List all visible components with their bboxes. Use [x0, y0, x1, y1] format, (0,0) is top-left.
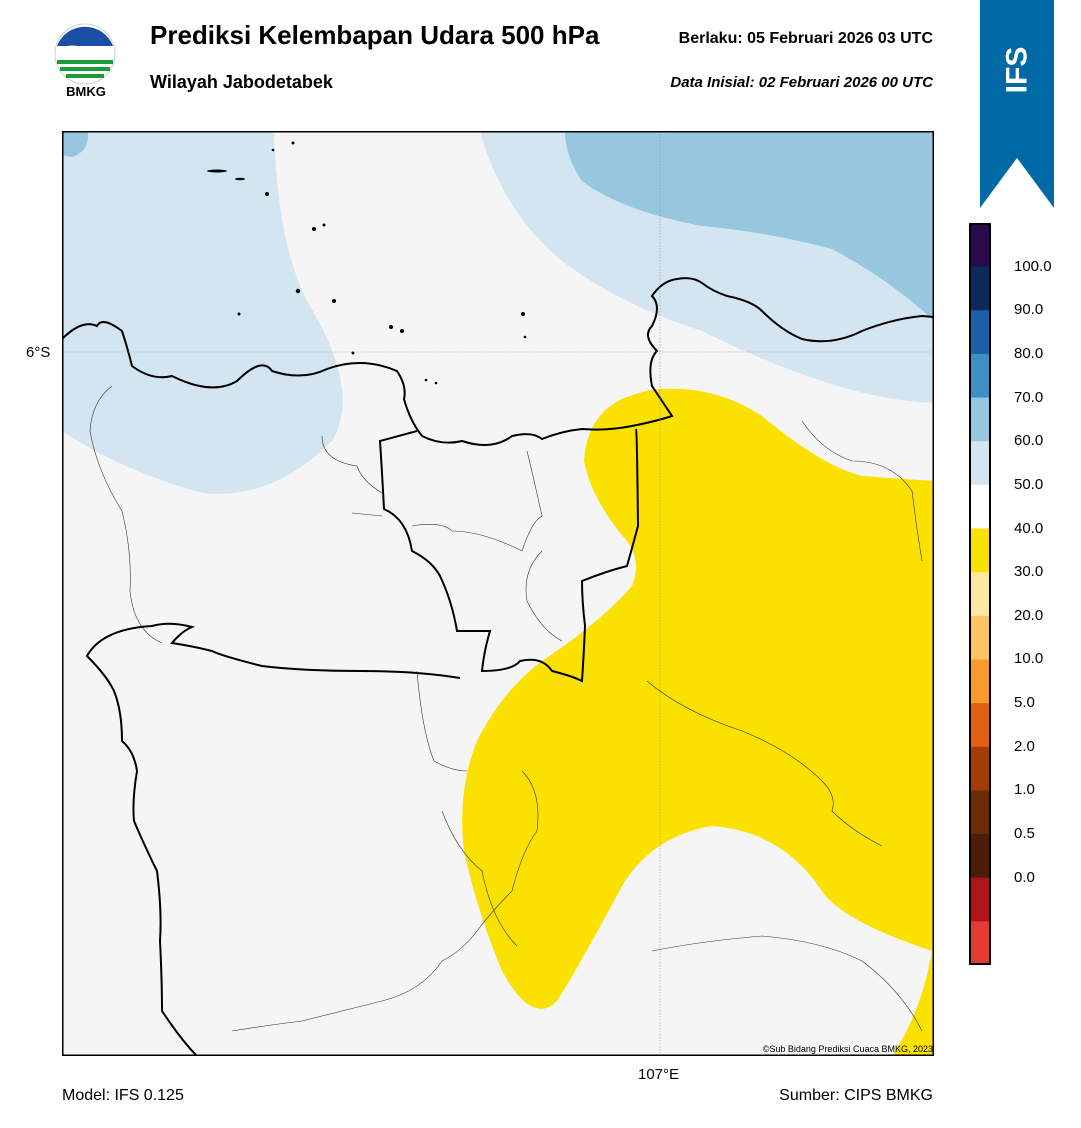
colorbar-tick-label: 2.0	[1014, 737, 1035, 755]
valid-time: Berlaku: 05 Februari 2026 03 UTC	[678, 30, 933, 47]
humidity-band-60-70-east	[565, 131, 934, 321]
colorbar-segment	[969, 746, 991, 791]
humidity-band-30-40	[462, 388, 934, 1056]
init-time: Data Inisial: 02 Februari 2026 00 UTC	[670, 74, 933, 91]
colorbar-frame	[969, 223, 991, 965]
colorbar	[969, 223, 991, 965]
colorbar-segment	[969, 703, 991, 748]
colorbar-tick-label: 90.0	[1014, 301, 1044, 319]
colorbar-tick-label: 0.0	[1014, 868, 1035, 886]
colorbar-segment	[969, 572, 991, 617]
colorbar-segment	[969, 790, 991, 835]
colorbar-tick-label: 5.0	[1014, 694, 1035, 712]
colorbar-tick-label: 1.0	[1014, 781, 1035, 799]
colorbar-tick-label: 70.0	[1014, 388, 1044, 406]
thousand-islands	[207, 141, 527, 385]
logo-text: BMKG	[66, 84, 106, 99]
latitude-label: 6°S	[26, 344, 51, 361]
colorbar-segment	[969, 528, 991, 573]
colorbar-segment	[969, 223, 991, 268]
province-border	[85, 428, 640, 1056]
model-label: Model: IFS 0.125	[62, 1087, 184, 1104]
colorbar-segment	[969, 921, 991, 965]
colorbar-segment	[969, 659, 991, 704]
colorbar-tick-label: 40.0	[1014, 519, 1044, 537]
colorbar-tick-label: 30.0	[1014, 563, 1044, 581]
colorbar-tick-label: 50.0	[1014, 475, 1044, 493]
colorbar-segment	[969, 877, 991, 922]
colorbar-tick-label: 80.0	[1014, 344, 1044, 362]
colorbar-segment	[969, 834, 991, 879]
colorbar-tick-label: 20.0	[1014, 606, 1044, 624]
colorbar-segment	[969, 397, 991, 442]
colorbar-segment	[969, 484, 991, 530]
colorbar-segment	[969, 353, 991, 399]
model-tag: IFS	[999, 46, 1033, 94]
colorbar-segment	[969, 615, 991, 660]
colorbar-segment	[969, 266, 991, 311]
colorbar-tick-label: 100.0	[1014, 257, 1052, 275]
humidity-band-60-70-corner	[62, 131, 89, 157]
coastline	[62, 277, 934, 446]
humidity-map	[62, 131, 934, 1056]
model-banner	[980, 0, 1054, 208]
colorbar-segment	[969, 441, 991, 486]
colorbar-segment	[969, 310, 991, 355]
source-label: Sumber: CIPS BMKG	[779, 1087, 933, 1104]
colorbar-tick-label: 10.0	[1014, 650, 1044, 668]
colorbar-tick-label: 0.5	[1014, 825, 1035, 843]
bmkg-logo	[54, 23, 116, 85]
longitude-label: 107°E	[638, 1066, 680, 1083]
colorbar-tick-label: 60.0	[1014, 432, 1044, 450]
humidity-band-50-60-west	[62, 131, 343, 494]
copyright-note: ©Sub Bidang Prediksi Cuaca BMKG, 2023	[762, 1044, 933, 1054]
district-borders	[89, 385, 923, 1032]
region-subtitle: Wilayah Jabodetabek	[150, 72, 333, 92]
page-title: Prediksi Kelembapan Udara 500 hPa	[150, 20, 600, 50]
